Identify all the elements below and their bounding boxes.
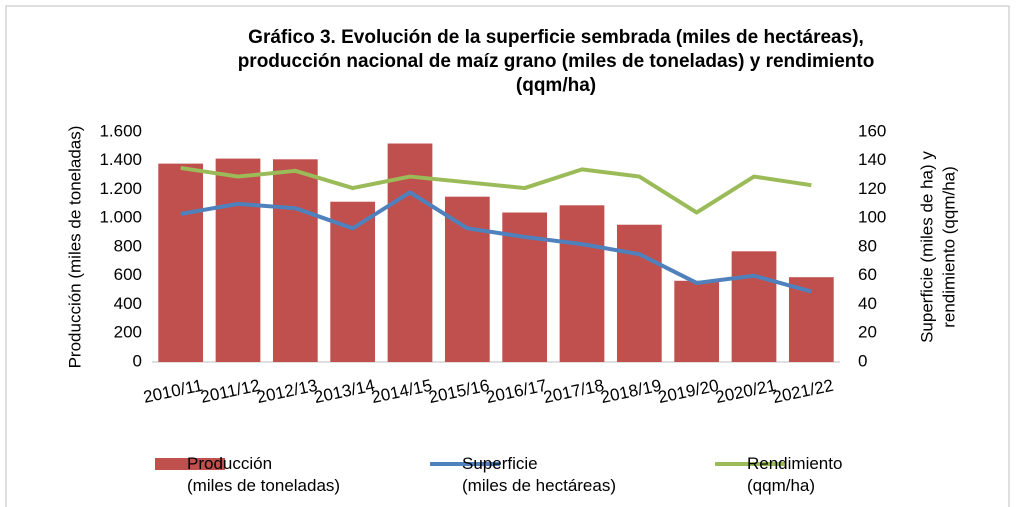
bar — [444, 196, 490, 362]
x-tick-label: 2019/20 — [656, 376, 720, 407]
x-tick-label: 2012/13 — [255, 376, 319, 407]
y2-tick-label: 140 — [858, 150, 886, 169]
y2-tick-label: 160 — [858, 121, 886, 140]
y-axis-label: Producción (miles de toneladas) — [65, 126, 84, 369]
legend-label: Producción (miles de toneladas) — [187, 454, 341, 495]
bar — [272, 159, 318, 362]
bar — [215, 158, 261, 362]
x-tick-label: 2021/22 — [771, 376, 835, 407]
y-tick-label: 400 — [114, 294, 142, 313]
y2-tick-label: 40 — [858, 294, 877, 313]
chart-title: producción nacional de maíz grano (miles… — [238, 51, 875, 72]
y-tick-label: 1.400 — [99, 150, 142, 169]
y2-tick-label: 60 — [858, 265, 877, 284]
bar — [559, 205, 605, 362]
chart-title: Gráfico 3. Evolución de la superficie se… — [248, 27, 864, 48]
x-tick-label: 2010/11 — [142, 376, 205, 407]
x-tick-label: 2015/16 — [427, 376, 491, 407]
y2-tick-label: 80 — [858, 236, 877, 255]
y2-tick-label: 100 — [858, 208, 886, 227]
y-tick-label: 800 — [114, 236, 142, 255]
line — [180, 190, 812, 294]
legend-swatch — [155, 458, 225, 470]
y-tick-label: 0 — [133, 351, 142, 370]
y2-axis-label: rendimiento (qqm/ha) — [939, 166, 958, 328]
bar — [616, 224, 662, 362]
y-tick-label: 1.600 — [99, 121, 142, 140]
x-tick-label: 2020/21 — [714, 376, 778, 407]
y-tick-label: 1.200 — [99, 179, 142, 198]
bar — [330, 201, 376, 362]
y2-tick-label: 120 — [858, 179, 886, 198]
y2-tick-label: 0 — [858, 351, 867, 370]
x-tick-label: 2011/12 — [199, 376, 262, 407]
y2-tick-label: 20 — [858, 323, 877, 342]
line — [180, 165, 812, 215]
x-tick-label: 2016/17 — [484, 376, 548, 407]
x-tick-label: 2018/19 — [599, 376, 663, 407]
chart-border — [5, 5, 1010, 507]
y-tick-label: 600 — [114, 265, 142, 284]
bar — [731, 251, 777, 362]
legend-label: Rendimiento (qqm/ha) — [747, 454, 843, 495]
x-tick-label: 2017/18 — [542, 376, 606, 407]
x-tick-label: 2014/15 — [370, 376, 434, 407]
y-tick-label: 200 — [114, 323, 142, 342]
legend-label: Superficie (miles de hectáreas) — [462, 454, 617, 495]
bar — [674, 280, 720, 362]
y2-axis-label: Superficie (miles de ha) y — [917, 151, 936, 343]
chart-title: (qqm/ha) — [516, 75, 596, 96]
x-tick-label: 2013/14 — [312, 376, 376, 407]
bar — [158, 163, 204, 362]
y-tick-label: 1.000 — [99, 208, 142, 227]
